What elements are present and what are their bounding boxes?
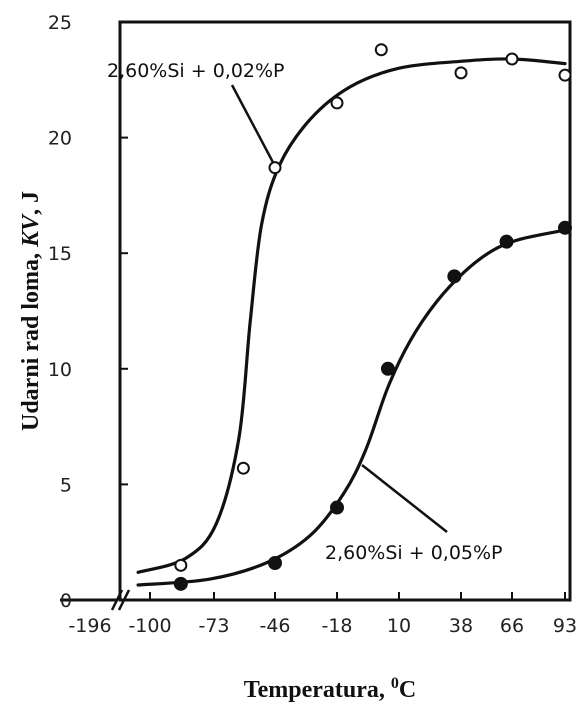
x-tick-label: 38 bbox=[449, 615, 473, 637]
data-point-filled bbox=[330, 500, 344, 515]
curve-open-series bbox=[136, 57, 567, 574]
x-tick-label: -196 bbox=[68, 615, 111, 637]
y-tick-label: 20 bbox=[48, 128, 72, 150]
y-tick-label: 10 bbox=[48, 359, 72, 381]
data-point-open bbox=[236, 461, 250, 475]
x-axis-title-superscript: 0 bbox=[391, 675, 399, 692]
series-label-open: 2,60%Si + 0,02%P bbox=[107, 60, 285, 82]
x-tick-label: -46 bbox=[259, 615, 290, 637]
x-tick-label: 10 bbox=[387, 615, 411, 637]
data-point-open bbox=[454, 66, 468, 80]
data-point-open bbox=[174, 558, 188, 572]
y-axis-title-text: Udarni rad loma, bbox=[18, 247, 44, 431]
data-point-filled bbox=[499, 234, 514, 249]
x-axis-title-text: Temperatura, bbox=[244, 677, 391, 703]
axis-break-mark bbox=[110, 589, 124, 611]
data-point-open bbox=[505, 52, 519, 66]
data-point-open bbox=[268, 161, 282, 175]
y-tick-label: 5 bbox=[60, 474, 72, 496]
data-point-filled bbox=[173, 576, 188, 591]
data-point-open bbox=[374, 43, 388, 57]
data-point-filled bbox=[268, 556, 282, 571]
x-axis-title: Temperatura, 0C bbox=[244, 675, 416, 703]
curve-filled-series bbox=[136, 228, 567, 587]
x-tick-label: -100 bbox=[128, 615, 171, 637]
series-label-filled: 2,60%Si + 0,05%P bbox=[325, 542, 503, 564]
x-tick-label: 93 bbox=[553, 615, 577, 637]
y-axis-title: Udarni rad loma, KV, J bbox=[18, 191, 44, 431]
plot-frame bbox=[118, 20, 572, 602]
data-point-open bbox=[558, 68, 572, 82]
data-point-filled bbox=[380, 361, 395, 376]
y-axis-title-variable: KV bbox=[18, 213, 44, 248]
leader-line-open bbox=[230, 84, 278, 169]
data-point-filled bbox=[558, 220, 572, 235]
y-tick-label: 0 bbox=[60, 590, 72, 612]
x-tick-label: -18 bbox=[321, 615, 352, 637]
x-axis-title-unit: C bbox=[399, 677, 416, 703]
leader-line-filled bbox=[361, 464, 448, 533]
x-tick-label: 66 bbox=[500, 615, 524, 637]
data-point-open bbox=[330, 96, 344, 110]
y-tick-label: 25 bbox=[48, 12, 72, 34]
y-axis-title-unit: , J bbox=[18, 191, 44, 215]
y-tick-label: 15 bbox=[48, 243, 72, 265]
data-point-filled bbox=[447, 269, 462, 284]
x-tick-label: -73 bbox=[198, 615, 229, 637]
